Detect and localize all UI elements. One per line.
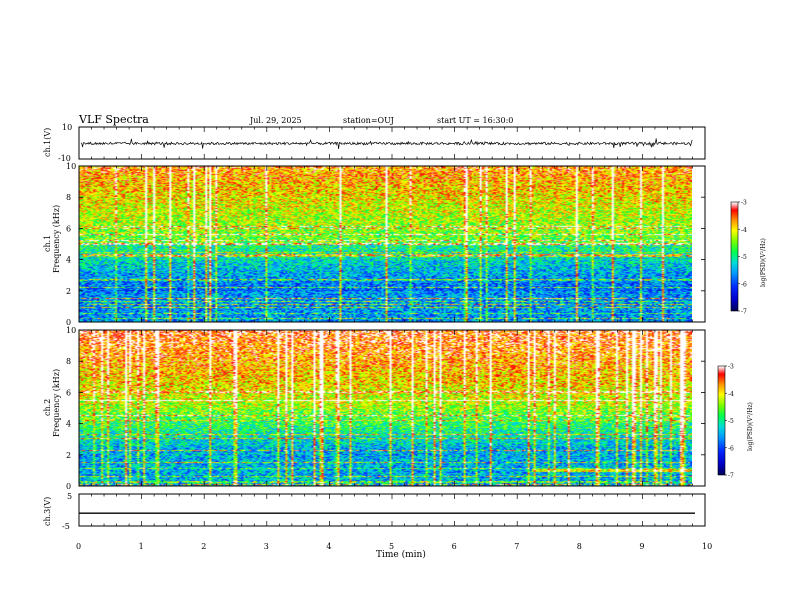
ch1-spectrogram-ytick-label: 6: [66, 224, 71, 233]
ch1-spectrogram-panel: 0 2 4 6 8 10 ch.1 Frequency (kHz) -3 -4 -5 -6 -7 …: [43, 162, 767, 327]
x-axis-label: Time (min): [376, 549, 426, 560]
time-tick-label: 2: [201, 542, 206, 551]
ch2-spectrogram-ytick-label: 2: [66, 451, 71, 460]
time-tick-label: 0: [76, 542, 81, 551]
ch1-spectrogram-ytick-label: 10: [66, 162, 76, 171]
ch1-spectrogram-yticks: 0 2 4 6 8 10: [66, 162, 705, 327]
ch1-spectrogram-image: [79, 166, 692, 322]
ch1-colorbar: -3 -4 -5 -6 -7 log(PSD)(V²/Hz): [730, 200, 767, 316]
ch1-ylabel: ch.1(V): [43, 128, 52, 157]
time-axis-ticks: 0 1 2 3 4 5 6 7 8 9 10: [76, 127, 712, 551]
ch1-spectrogram-ytick-label: 0: [66, 318, 71, 327]
ch2-spectrogram-ytick-label: 10: [66, 326, 76, 335]
ch1-spectrogram-ylabel-ch: ch.1: [43, 235, 52, 252]
ch3-ytick-top: 5: [67, 492, 72, 501]
ch1-colorbar-tick-label: -4: [741, 227, 747, 234]
ch2-colorbar-tick-label: -5: [728, 418, 734, 425]
ch2-colorbar-tick-label: -3: [728, 364, 734, 371]
ch3-ylabel: ch.3(V): [43, 497, 52, 526]
ch2-spectrogram-ytick-label: 6: [66, 388, 71, 397]
ch1-spectrogram-ytick-label: 4: [66, 256, 71, 265]
ch1-colorbar-image: [731, 202, 738, 311]
figure-title: VLF Spectra: [78, 113, 149, 126]
time-tick-label: 10: [702, 542, 712, 551]
ch1-ytick-bottom: -10: [58, 154, 71, 163]
ch2-spectrogram-ytick-label: 8: [66, 357, 71, 366]
ch3-ytick-bottom: -5: [62, 522, 70, 531]
time-tick-label: 8: [577, 542, 582, 551]
ch2-spectrogram-panel: 0 2 4 6 8 10 ch.2 Frequency (kHz) -3 -4 -5 -6 -7 …: [43, 326, 754, 491]
ch1-colorbar-ticks: -3 -4 -5 -6 -7: [738, 200, 747, 316]
ch2-colorbar-ticks: -3 -4 -5 -6 -7: [725, 364, 734, 480]
figure-date: Jul. 29, 2025: [249, 116, 302, 125]
ch1-ytick-top: 10: [62, 123, 72, 132]
ch1-waveform-line: [80, 138, 693, 150]
ch2-colorbar-label: log(PSD)(V²/Hz): [747, 402, 754, 451]
ch2-colorbar-image: [718, 366, 725, 475]
ch2-colorbar-tick-label: -4: [728, 391, 734, 398]
ch2-spectrogram-yticks: 0 2 4 6 8 10: [66, 326, 705, 491]
ch3-waveform-panel: 5 -5 ch.3(V): [43, 492, 706, 531]
figure-start-time: start UT = 16:30:0: [437, 116, 513, 125]
figure-station: station=OUJ: [343, 116, 394, 125]
time-tick-label: 1: [139, 542, 144, 551]
ch1-spectrogram-ytick-label: 8: [66, 193, 71, 202]
ch2-spectrogram-ytick-label: 4: [66, 420, 71, 429]
time-tick-label: 4: [326, 542, 331, 551]
ch2-spectrogram-ylabel-ch: ch.2: [43, 399, 52, 416]
ch1-colorbar-tick-label: -6: [741, 281, 747, 288]
ch2-colorbar: -3 -4 -5 -6 -7 log(PSD)(V²/Hz): [717, 364, 754, 480]
time-tick-label: 3: [264, 542, 269, 551]
ch2-spectrogram-image: [79, 330, 692, 486]
ch1-colorbar-label: log(PSD)(V²/Hz): [760, 238, 767, 287]
time-tick-label: 5: [389, 542, 394, 551]
ch1-waveform-panel: 10 -10 ch.1(V): [43, 123, 706, 163]
ch2-spectrogram-ytick-label: 0: [66, 482, 71, 491]
ch2-spectrogram-ylabel-freq: Frequency (kHz): [52, 369, 61, 437]
ch1-spectrogram-ylabel-freq: Frequency (kHz): [52, 205, 61, 273]
ch1-colorbar-tick-label: -3: [741, 200, 747, 207]
ch1-colorbar-tick-label: -7: [741, 309, 747, 316]
ch1-colorbar-tick-label: -5: [741, 254, 747, 261]
time-tick-label: 7: [514, 542, 519, 551]
ch3-waveform-frame: [78, 493, 706, 527]
time-tick-label: 6: [452, 542, 457, 551]
time-tick-label: 9: [639, 542, 644, 551]
ch1-spectrogram-ytick-label: 2: [66, 287, 71, 296]
ch2-colorbar-tick-label: -6: [728, 445, 734, 452]
ch2-colorbar-tick-label: -7: [728, 473, 734, 480]
